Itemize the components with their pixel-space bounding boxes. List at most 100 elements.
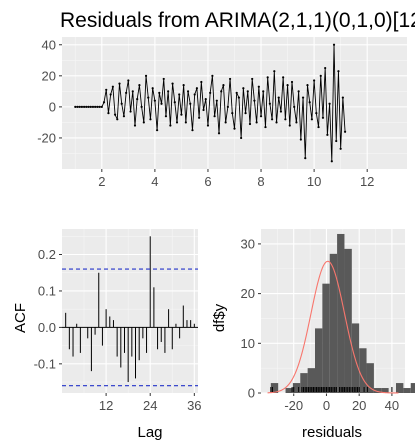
residual-point [127, 79, 130, 82]
residual-point [228, 77, 232, 81]
histogram-bar [315, 328, 323, 393]
y-tick-label: 10 [241, 336, 255, 351]
y-tick-label: 0 [49, 99, 56, 114]
residual-point [138, 84, 141, 87]
histogram-bar [285, 388, 293, 393]
residual-point [304, 157, 307, 160]
x-tick-label: 6 [204, 174, 211, 189]
residual-point [326, 133, 329, 136]
y-tick-label: 20 [241, 286, 255, 301]
acf-panel: 12 24 36 -0.1 0.0 0.1 0.2 [34, 229, 202, 413]
acf-y-axis-label: ACF [12, 303, 29, 333]
x-tick-label: 4 [151, 174, 158, 189]
residual-point [96, 105, 99, 108]
residual-point [235, 91, 238, 95]
normal-density-curve [267, 260, 399, 394]
residual-point [189, 102, 192, 105]
residual-point [211, 74, 214, 77]
residual-point [169, 124, 172, 127]
residual-point [149, 118, 152, 121]
residual-point [337, 70, 340, 73]
residual-point [120, 102, 123, 105]
residual-point [122, 115, 126, 118]
residual-point [155, 129, 159, 132]
residual-point [80, 105, 84, 108]
y-tick-label: 30 [241, 236, 255, 251]
residual-point [131, 90, 134, 93]
residual-point [242, 87, 245, 90]
y-tick-label: 0.2 [38, 247, 56, 262]
x-tick-label: 12 [360, 174, 374, 189]
residual-point [297, 90, 300, 93]
residual-point [290, 80, 294, 84]
acf-x-axis-label: Lag [137, 424, 162, 441]
residual-point [142, 121, 145, 124]
residual-point [339, 147, 342, 150]
residual-point [259, 115, 263, 118]
residual-point [335, 139, 338, 143]
histogram-bar [359, 348, 367, 393]
residual-point [173, 101, 176, 104]
residual-point [144, 74, 148, 77]
histogram-bar [329, 253, 338, 393]
residual-point [226, 105, 229, 108]
residual-point [275, 121, 278, 124]
x-tick-label: -20 [284, 398, 303, 413]
residual-point [153, 99, 156, 102]
residuals-histogram-panel: -20 0 20 40 0 10 20 30 [241, 229, 415, 413]
histogram-bar [373, 388, 382, 393]
residual-point [175, 121, 179, 124]
residual-point [332, 43, 336, 46]
residual-point [184, 121, 187, 124]
residual-point [257, 85, 260, 88]
residual-point [111, 85, 114, 88]
residual-point [319, 74, 322, 77]
residual-point [100, 105, 103, 108]
residual-point [147, 96, 150, 99]
histogram-bar [322, 283, 330, 393]
x-tick-label: 36 [187, 398, 201, 413]
residual-point [308, 101, 311, 104]
histogram-bar [396, 383, 404, 393]
y-tick-label: 40 [42, 37, 56, 52]
residual-point [164, 115, 168, 118]
x-tick-label: 12 [99, 398, 113, 413]
residual-point [118, 82, 121, 85]
residual-point [74, 105, 77, 108]
residual-point [113, 113, 117, 116]
residual-point [213, 115, 216, 118]
residual-point [277, 96, 280, 99]
residual-point [240, 136, 243, 140]
residual-point [288, 124, 291, 127]
residual-point [206, 124, 210, 127]
residual-point [167, 90, 170, 93]
residual-point [195, 87, 199, 90]
x-tick-label: 24 [143, 398, 157, 413]
residual-point [76, 105, 79, 108]
residual-point [160, 102, 163, 105]
residual-point [158, 91, 161, 95]
residual-point [262, 90, 265, 93]
residual-point [182, 84, 185, 87]
residual-point [215, 99, 218, 102]
histogram-y-axis-label: df$y [211, 303, 228, 332]
x-tick-label: 2 [98, 174, 105, 189]
residual-point [284, 118, 287, 121]
residual-point [83, 105, 86, 108]
residual-point [125, 91, 128, 95]
residual-point [151, 87, 154, 90]
y-tick-label: 0 [248, 386, 255, 401]
histogram-bar [300, 373, 308, 393]
residual-point [253, 99, 256, 102]
residual-point [224, 121, 227, 124]
residuals-time-series-panel: 2 4 6 8 10 12 -20 0 20 40 [37, 37, 407, 189]
histogram-bar [307, 368, 315, 393]
histogram-bar [403, 388, 411, 393]
residual-point [186, 90, 190, 93]
residual-point [248, 122, 252, 126]
residual-point [306, 84, 309, 87]
residual-point [178, 93, 181, 96]
residual-point [264, 125, 267, 129]
residual-point [324, 66, 327, 70]
residual-point [91, 105, 95, 108]
